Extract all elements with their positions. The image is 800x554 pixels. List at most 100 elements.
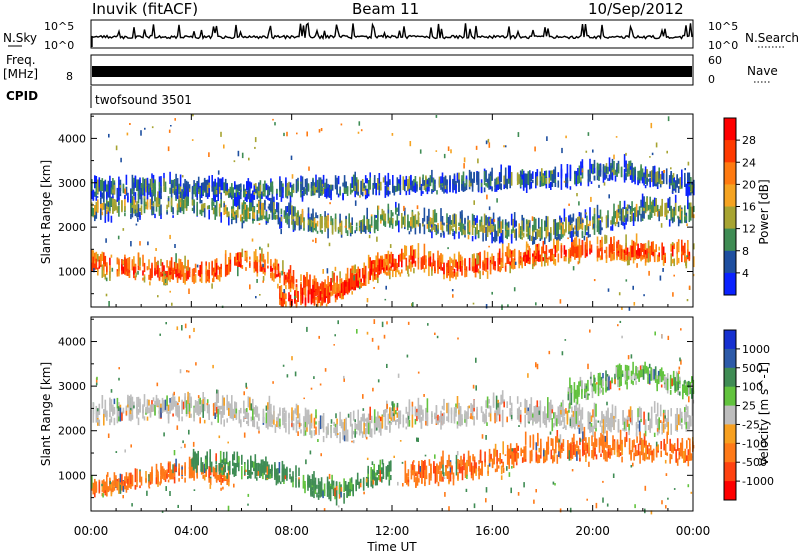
echo-cell bbox=[632, 168, 635, 181]
echo-cell bbox=[199, 187, 201, 195]
echo-cell bbox=[373, 219, 376, 234]
echo-cell bbox=[107, 211, 110, 221]
echo-cell bbox=[575, 233, 578, 247]
echo-cell bbox=[688, 285, 691, 290]
echo-cell bbox=[557, 237, 560, 251]
echo-cell bbox=[134, 210, 137, 214]
echo-cell bbox=[285, 211, 287, 216]
echo-cell bbox=[272, 264, 275, 267]
echo-cell bbox=[389, 244, 392, 248]
echo-cell bbox=[687, 241, 689, 250]
echo-cell bbox=[215, 189, 218, 195]
echo-cell bbox=[532, 179, 534, 184]
echo-cell bbox=[605, 237, 608, 242]
echo-cell bbox=[346, 267, 349, 281]
echo-cell bbox=[459, 261, 462, 272]
echo-cell bbox=[605, 246, 608, 260]
echo-cell bbox=[584, 225, 587, 236]
echo-cell bbox=[610, 237, 612, 252]
echo-cell bbox=[504, 219, 507, 225]
echo-cell bbox=[289, 274, 292, 289]
echo-cell bbox=[292, 476, 294, 488]
echo-cell bbox=[601, 227, 603, 231]
echo-cell bbox=[325, 284, 328, 297]
echo-cell bbox=[426, 416, 429, 426]
echo-cell bbox=[354, 266, 356, 274]
echo-cell bbox=[383, 219, 385, 226]
echo-cell bbox=[283, 467, 285, 478]
echo-cell bbox=[532, 417, 534, 423]
echo-cell bbox=[279, 221, 281, 227]
echo-cell bbox=[272, 118, 274, 121]
echo-cell bbox=[94, 191, 96, 197]
echo-cell bbox=[107, 182, 110, 196]
echo-cell bbox=[575, 422, 578, 426]
echo-cell bbox=[254, 146, 256, 149]
echo-cell bbox=[485, 234, 487, 241]
echo-cell bbox=[605, 410, 608, 421]
echo-cell bbox=[577, 411, 579, 417]
echo-cell bbox=[328, 493, 330, 500]
echo-cell bbox=[512, 227, 514, 231]
echo-cell bbox=[691, 206, 694, 218]
echo-cell bbox=[212, 267, 215, 275]
echo-cell bbox=[453, 175, 456, 184]
echo-cell bbox=[650, 122, 653, 129]
echo-cell bbox=[688, 172, 691, 185]
echo-cell bbox=[452, 179, 454, 184]
echo-cell bbox=[252, 420, 254, 427]
echo-cell bbox=[116, 189, 119, 198]
echo-cell bbox=[611, 404, 614, 418]
echo-cell bbox=[557, 227, 560, 235]
echo-cell bbox=[346, 485, 348, 498]
echo-cell bbox=[644, 419, 647, 431]
echo-cell bbox=[333, 272, 335, 284]
echo-cell bbox=[643, 294, 645, 297]
echo-cell bbox=[611, 252, 614, 261]
echo-cell bbox=[349, 268, 352, 282]
echo-cell bbox=[453, 271, 456, 277]
echo-cell bbox=[262, 263, 264, 268]
echo-cell bbox=[325, 187, 328, 199]
echo-cell bbox=[187, 391, 189, 405]
echo-cell bbox=[96, 196, 99, 198]
echo-cell bbox=[181, 476, 183, 479]
echo-cell bbox=[289, 298, 292, 305]
echo-cell bbox=[578, 428, 581, 434]
echo-cell bbox=[441, 216, 444, 225]
echo-cell bbox=[226, 192, 228, 196]
echo-cell bbox=[328, 482, 330, 492]
echo-cell bbox=[438, 176, 441, 188]
echo-cell bbox=[184, 255, 186, 269]
echo-cell bbox=[139, 471, 141, 483]
echo-cell bbox=[191, 207, 194, 211]
echo-cell bbox=[243, 220, 245, 224]
echo-cell bbox=[253, 407, 256, 415]
echo-cell bbox=[420, 416, 423, 429]
echo-cell bbox=[261, 191, 263, 199]
echo-cell bbox=[599, 242, 602, 248]
echo-cell bbox=[289, 192, 292, 197]
echo-cell bbox=[274, 424, 277, 428]
echo-cell bbox=[542, 411, 545, 424]
echo-cell bbox=[351, 273, 353, 286]
echo-cell bbox=[684, 418, 686, 425]
echo-cell bbox=[452, 228, 454, 233]
echo-cell bbox=[327, 292, 329, 304]
echo-cell bbox=[295, 179, 298, 194]
echo-cell bbox=[322, 300, 325, 304]
echo-cell bbox=[464, 266, 466, 270]
echo-cell bbox=[310, 184, 313, 196]
echo-cell bbox=[547, 410, 549, 418]
echo-cell bbox=[464, 217, 466, 223]
echo-cell bbox=[109, 271, 111, 281]
echo-cell bbox=[538, 217, 540, 229]
echo-cell bbox=[456, 424, 459, 429]
echo-cell bbox=[268, 197, 271, 201]
echo-cell bbox=[255, 296, 257, 299]
echo-cell bbox=[148, 259, 150, 270]
echo-cell bbox=[254, 137, 257, 143]
echo-cell bbox=[229, 409, 232, 419]
echo-cell bbox=[267, 189, 269, 195]
echo-cell bbox=[326, 482, 329, 497]
